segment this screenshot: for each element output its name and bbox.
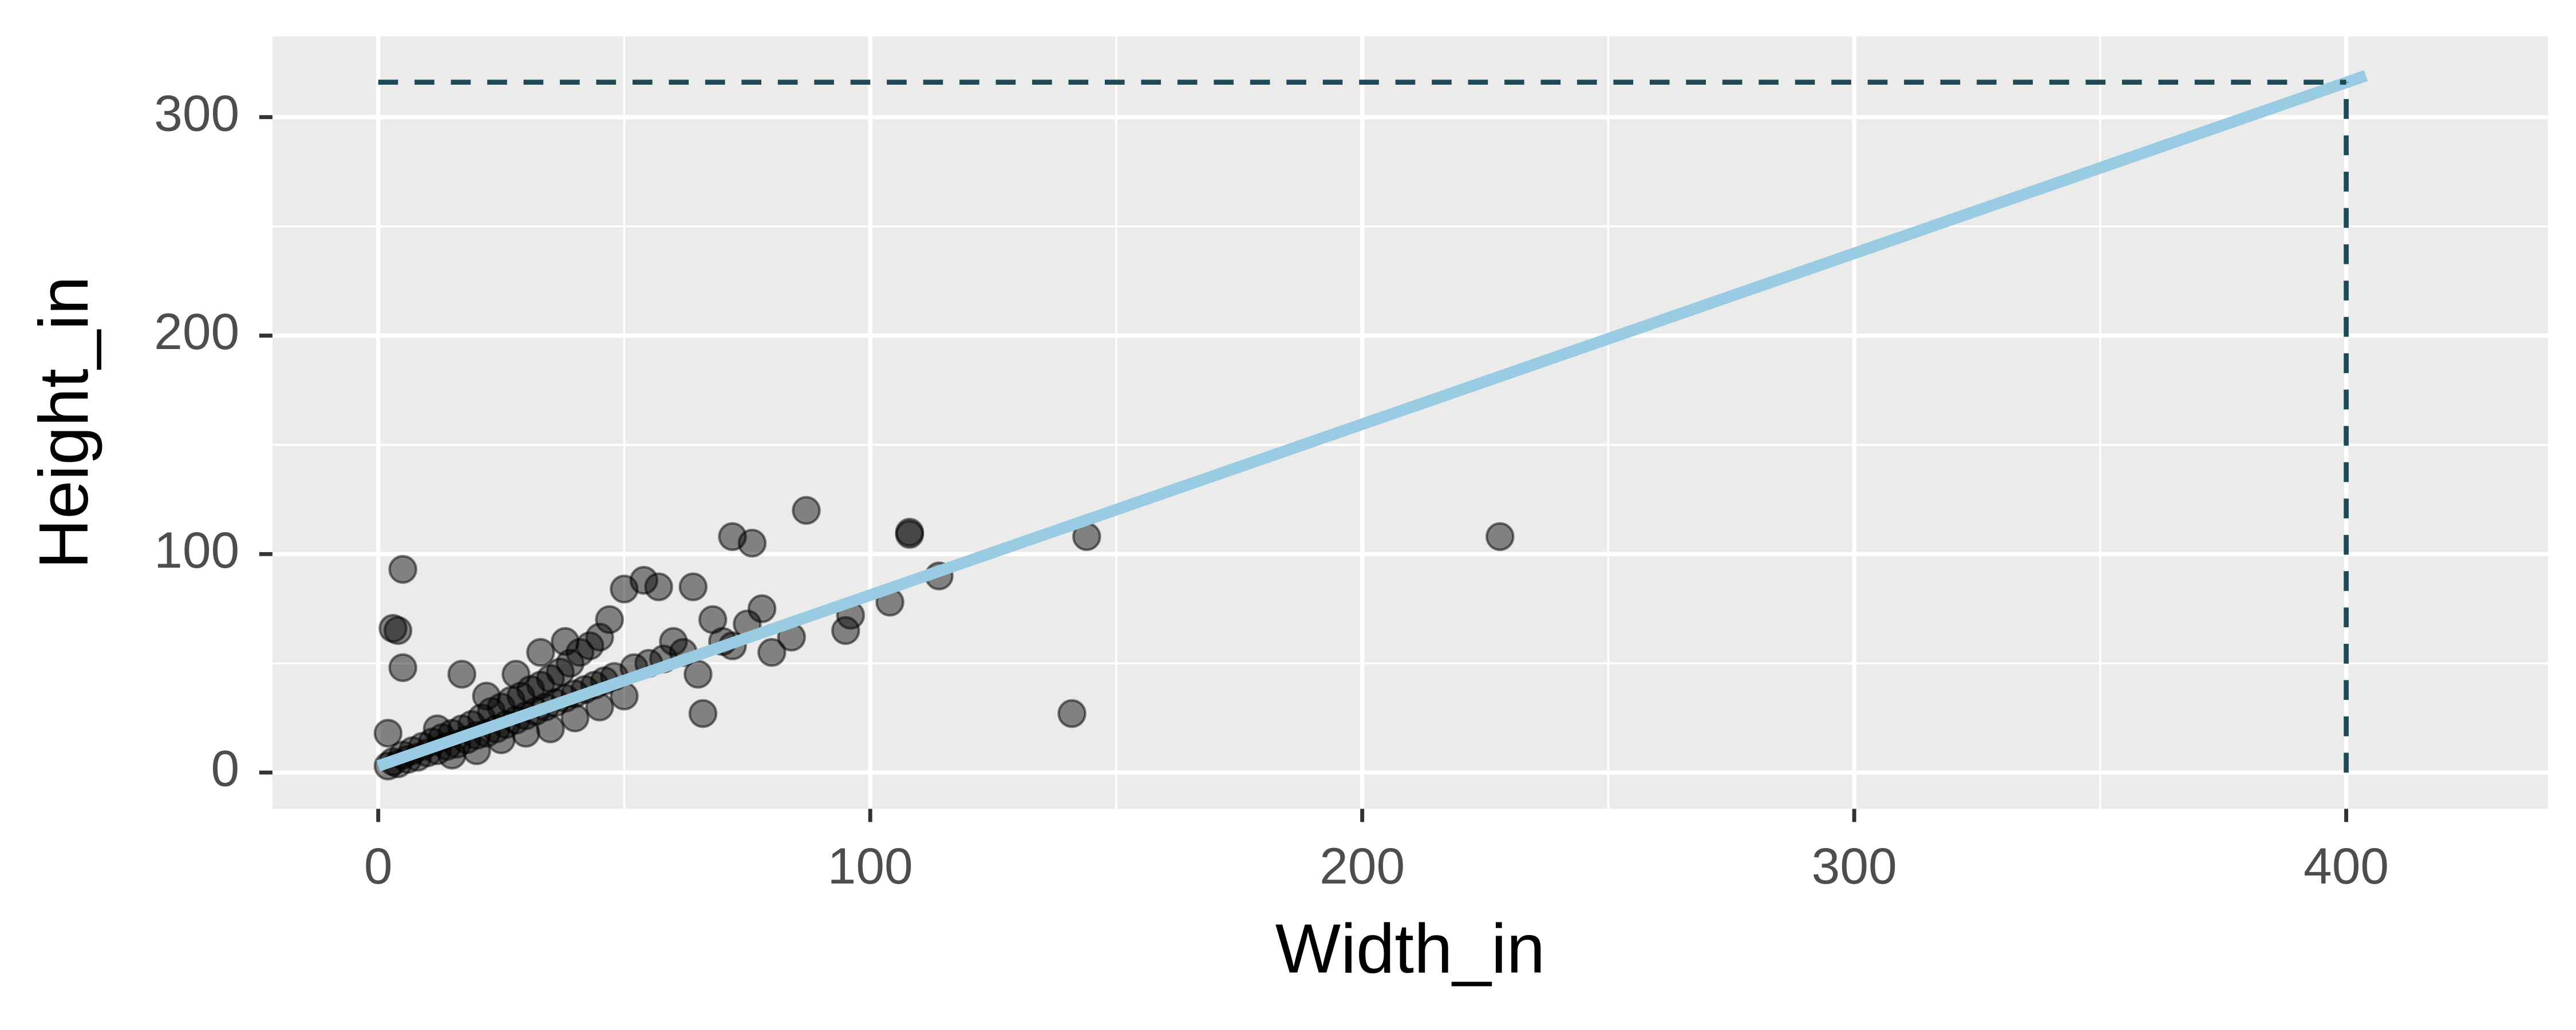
point [501, 660, 531, 689]
x-tick-label: 200 [1319, 837, 1405, 894]
plot-panel [272, 36, 2548, 809]
point [526, 637, 555, 667]
point [678, 572, 708, 601]
point [629, 565, 659, 595]
point [688, 699, 718, 728]
point [585, 623, 614, 652]
y-axis-title: Height_in [25, 276, 102, 569]
point [595, 605, 624, 635]
x-tick-label: 0 [364, 837, 393, 894]
x-tick-label: 100 [828, 837, 913, 894]
point [447, 660, 477, 689]
x-tick-label: 400 [2304, 837, 2389, 894]
point [551, 627, 580, 656]
point [536, 714, 565, 743]
point [737, 528, 767, 558]
point [560, 703, 590, 732]
point [792, 496, 821, 525]
point [644, 572, 673, 601]
y-tick-label: 300 [154, 84, 239, 141]
point [388, 653, 417, 683]
y-tick-label: 100 [154, 521, 239, 579]
point [388, 554, 417, 584]
x-axis-title: Width_in [1275, 909, 1545, 987]
point [757, 637, 787, 667]
fit-line [376, 70, 2368, 772]
point [1057, 699, 1086, 728]
point [555, 648, 585, 678]
y-tick-label: 200 [154, 303, 239, 360]
point [659, 627, 688, 656]
point [747, 594, 777, 623]
point [472, 682, 501, 711]
point [1485, 522, 1515, 551]
point [895, 520, 924, 549]
point [378, 613, 408, 643]
point [373, 719, 403, 748]
y-tick-label: 0 [211, 740, 240, 797]
point [462, 736, 491, 766]
x-tick-label: 300 [1812, 837, 1897, 894]
point [683, 660, 713, 689]
